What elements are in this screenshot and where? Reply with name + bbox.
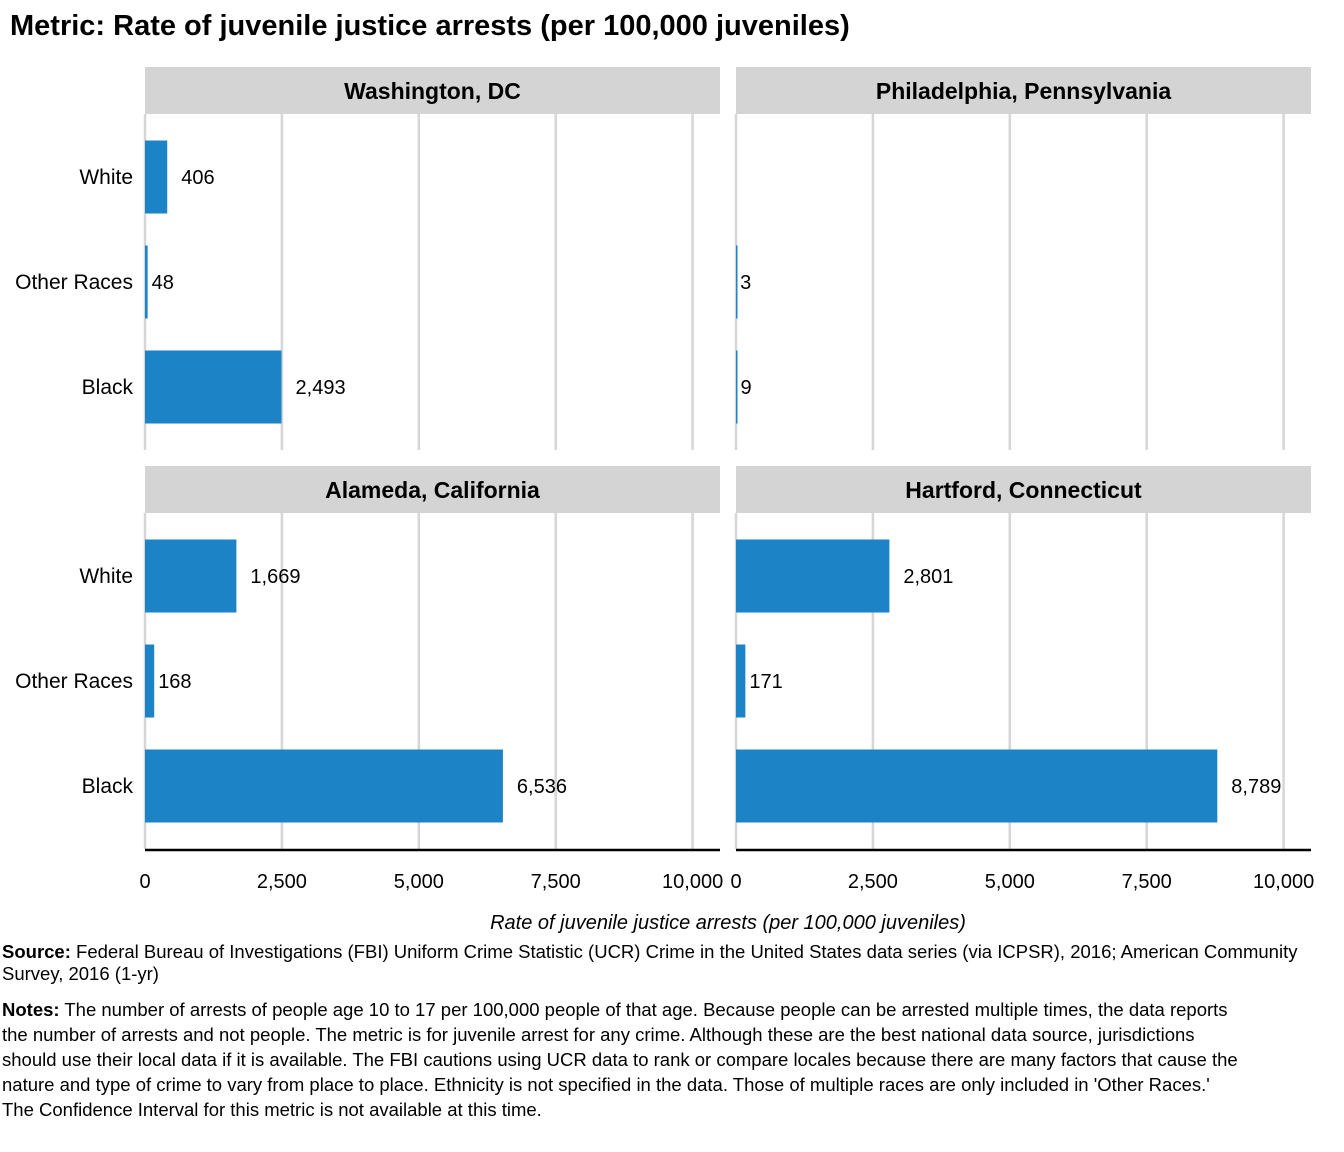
category-label-other-races: Other Races [15, 271, 133, 294]
source-label: Source: [2, 941, 71, 962]
panel-header-hartford-connecticut [736, 466, 1311, 513]
category-label-white: White [79, 166, 133, 189]
value-label-hartford-connecticut-other-races: 171 [749, 671, 782, 693]
value-label-hartford-connecticut-black: 8,789 [1231, 776, 1281, 798]
bar-hartford-connecticut-other-races [736, 644, 746, 718]
bar-alameda-california-black [145, 749, 503, 823]
x-tick-label: 5,000 [394, 871, 444, 893]
value-label-alameda-california-black: 6,536 [517, 776, 567, 798]
value-label-alameda-california-white: 1,669 [250, 566, 300, 588]
bar-alameda-california-other-races [145, 644, 155, 718]
bar-washington-dc-other-races [145, 245, 148, 319]
bar-washington-dc-white [145, 140, 168, 214]
value-label-washington-dc-other-races: 48 [152, 272, 174, 294]
panel-header-alameda-california [145, 466, 720, 513]
value-label-philadelphia-pennsylvania-other-races: 3 [740, 272, 751, 294]
bar-washington-dc-black [145, 350, 282, 424]
x-tick-label: 2,500 [848, 871, 898, 893]
value-label-philadelphia-pennsylvania-black: 9 [740, 377, 751, 399]
notes-text: Notes: The number of arrests of people a… [2, 997, 1242, 1122]
category-label-black: Black [82, 376, 134, 399]
bar-alameda-california-white [145, 539, 237, 613]
category-label-black: Black [82, 775, 134, 798]
category-label-white: White [79, 565, 133, 588]
x-tick-label: 10,000 [662, 871, 723, 893]
bar-hartford-connecticut-black [736, 749, 1218, 823]
x-tick-label: 0 [139, 871, 150, 893]
bar-philadelphia-pennsylvania-black [736, 350, 738, 424]
panel-title-washington-dc: Washington, DC [344, 78, 521, 104]
panel-title-alameda-california: Alameda, California [325, 477, 540, 503]
x-axis-label: Rate of juvenile justice arrests (per 10… [490, 912, 966, 934]
x-tick-label: 2,500 [257, 871, 307, 893]
x-tick-label: 5,000 [985, 871, 1035, 893]
value-label-washington-dc-black: 2,493 [296, 377, 346, 399]
x-tick-label: 7,500 [1122, 871, 1172, 893]
x-tick-label: 7,500 [531, 871, 581, 893]
value-label-washington-dc-white: 406 [181, 167, 214, 189]
value-label-alameda-california-other-races: 168 [158, 671, 191, 693]
source-note: Source: Federal Bureau of Investigations… [2, 941, 1332, 985]
panel-title-hartford-connecticut: Hartford, Connecticut [905, 477, 1142, 503]
notes-body: The number of arrests of people age 10 t… [2, 999, 1238, 1120]
bar-hartford-connecticut-white [736, 539, 890, 613]
faceted-bar-chart: Washington, DC 406 White 48 Other Races 2,493… [15, 67, 1314, 934]
source-text: Federal Bureau of Investigations (FBI) U… [2, 941, 1298, 984]
panel-title-philadelphia-pennsylvania: Philadelphia, Pennsylvania [876, 78, 1171, 104]
bar-philadelphia-pennsylvania-other-races [736, 245, 738, 319]
x-tick-label: 10,000 [1253, 871, 1314, 893]
x-tick-label: 0 [730, 871, 741, 893]
panel-header-washington-dc [145, 67, 720, 114]
value-label-hartford-connecticut-white: 2,801 [903, 566, 953, 588]
notes-label: Notes: [2, 999, 60, 1020]
panel-header-philadelphia-pennsylvania [736, 67, 1311, 114]
chart-title: Metric: Rate of juvenile justice arrests… [10, 10, 850, 42]
category-label-other-races: Other Races [15, 670, 133, 693]
